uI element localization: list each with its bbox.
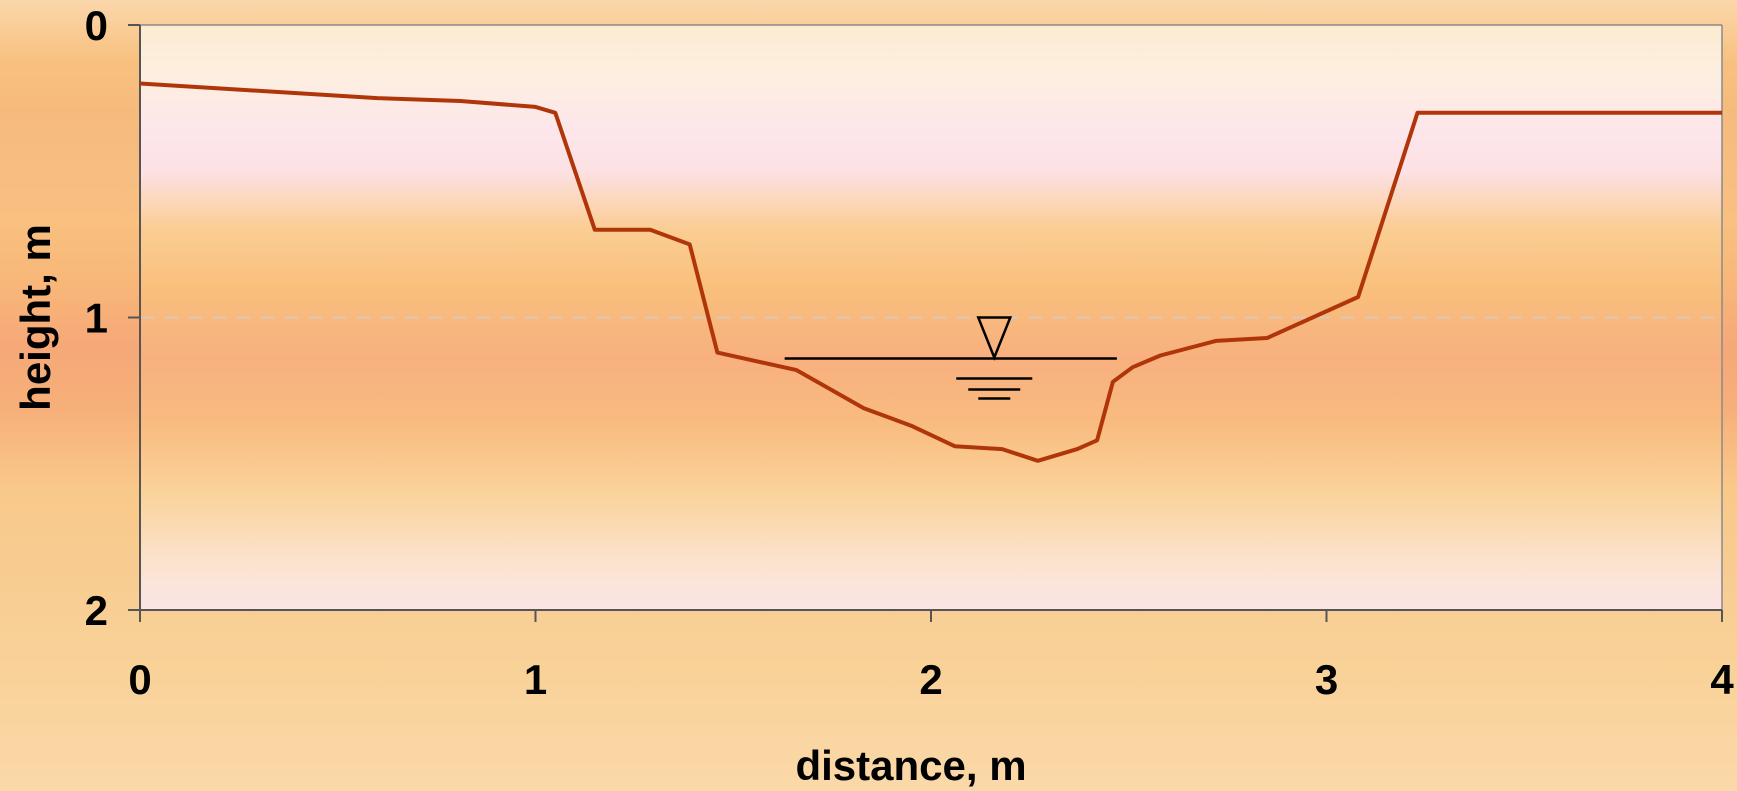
- plot-area: [140, 25, 1722, 610]
- x-tick-label: 1: [524, 656, 547, 703]
- water-level-triangle-icon: [976, 316, 1013, 361]
- y-tick-label: 2: [85, 587, 108, 634]
- y-axis-title: height, m: [12, 224, 59, 411]
- x-tick-label: 3: [1315, 656, 1338, 703]
- x-axis-title: distance, m: [795, 742, 1026, 789]
- axes: [128, 24, 1723, 622]
- x-tick-label: 4: [1710, 656, 1734, 703]
- water-level-symbol: [784, 316, 1117, 400]
- profile-series-line: [139, 81, 1722, 463]
- y-tick-label: 0: [85, 2, 108, 49]
- y-tick-label: 1: [85, 295, 108, 342]
- x-tick-label: 0: [128, 656, 151, 703]
- x-tick-label: 2: [919, 656, 942, 703]
